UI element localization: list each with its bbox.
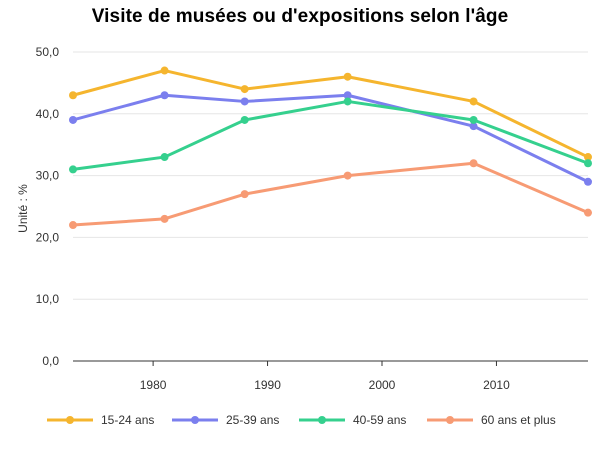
data-point [343,97,352,106]
data-point [160,91,169,100]
data-point [343,72,352,81]
data-point [69,221,77,230]
x-tick-label: 1990 [254,378,281,392]
y-tick-label: 50,0 [36,45,60,59]
data-point [240,190,249,199]
x-tick-label: 2010 [483,378,510,392]
series-line [71,161,590,227]
data-point [69,115,77,124]
y-axis-label: Unité : % [16,184,30,233]
data-point [69,165,77,174]
data-point [584,208,592,217]
series-line [71,69,590,159]
y-tick-label: 0,0 [42,354,59,368]
data-point [160,214,169,223]
legend-label: 25-39 ans [226,413,279,427]
data-point [469,159,478,168]
legend-label: 40-59 ans [353,413,406,427]
data-point [240,97,249,106]
data-point [469,115,478,124]
legend-swatch-marker [191,416,199,424]
series-line [71,93,590,184]
x-tick-label: 1980 [140,378,167,392]
legend-label: 60 ans et plus [481,413,556,427]
chart-title: Visite de musées ou d'expositions selon … [91,6,509,27]
x-tick-label: 2000 [369,378,396,392]
data-point [240,85,249,94]
legend-swatch-marker [318,416,326,424]
legend-swatch-marker [66,416,74,424]
data-point [343,171,352,180]
data-point [584,153,592,162]
data-point [584,177,592,186]
y-tick-label: 40,0 [36,107,60,121]
data-point [69,91,77,100]
data-point [160,66,169,75]
data-point [160,153,169,162]
data-point [469,122,478,131]
y-tick-label: 10,0 [36,292,60,306]
data-point [343,91,352,100]
y-tick-label: 30,0 [36,169,60,183]
legend-swatch-marker [446,416,454,424]
legend-label: 15-24 ans [101,413,154,427]
series-line [71,99,590,171]
data-point [584,159,592,168]
data-point [240,115,249,124]
y-tick-label: 20,0 [36,230,60,244]
data-point [469,97,478,106]
